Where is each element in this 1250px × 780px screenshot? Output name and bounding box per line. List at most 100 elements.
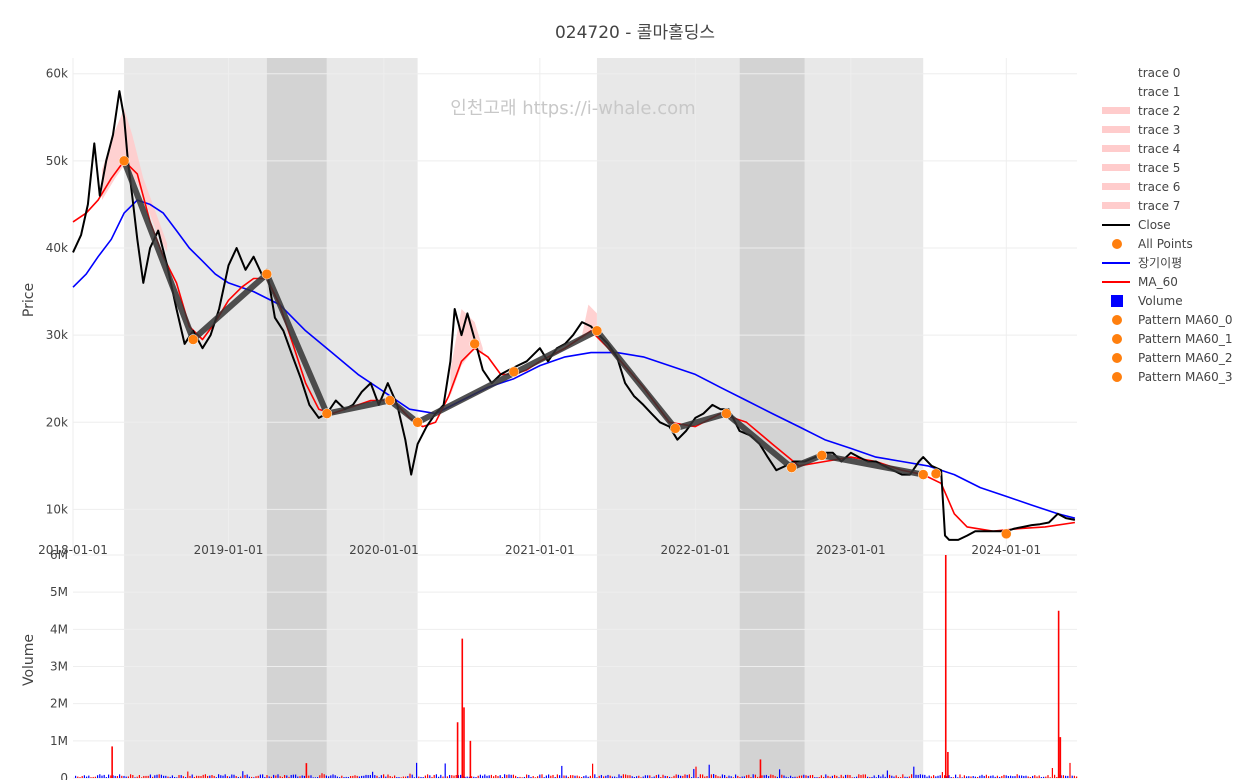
volume-bar — [420, 776, 422, 778]
pattern-point — [469, 338, 480, 350]
volume-bar — [328, 776, 330, 778]
volume-bar — [196, 775, 198, 778]
x-tick-label: 2021-01-01 — [505, 543, 575, 557]
volume-bar — [275, 775, 277, 778]
volume-bar — [224, 774, 226, 778]
volume-bar — [838, 777, 840, 778]
volume-bar — [908, 776, 910, 778]
volume-bar — [611, 776, 613, 778]
volume-bar — [629, 775, 631, 778]
volume-bar — [244, 775, 246, 778]
volume-bar — [1010, 775, 1012, 778]
price-tick-label: 20k — [46, 415, 68, 429]
volume-bar — [570, 775, 572, 778]
volume-bar — [658, 774, 660, 778]
volume-bar — [165, 775, 167, 778]
volume-bar — [792, 776, 794, 778]
volume-bar — [372, 771, 374, 778]
volume-bar — [116, 776, 118, 778]
volume-bar — [625, 774, 627, 778]
volume-bar — [493, 776, 495, 778]
volume-bar — [418, 776, 420, 778]
volume-bar — [127, 776, 129, 778]
volume-bar — [440, 774, 442, 778]
volume-bar — [548, 774, 550, 778]
x-tick-label: 2018-01-01 — [38, 543, 108, 557]
volume-bar — [497, 776, 499, 778]
legend-item: All Points — [1112, 237, 1193, 251]
volume-bar — [463, 707, 465, 778]
volume-bar — [246, 774, 248, 778]
volume-bar — [820, 775, 822, 778]
volume-bar — [946, 776, 948, 778]
volume-bar — [1034, 775, 1036, 778]
volume-bar — [160, 774, 162, 778]
volume-bar — [783, 775, 785, 778]
volume-bar — [757, 776, 759, 778]
volume-bar — [875, 777, 877, 778]
volume-bar — [1005, 775, 1007, 778]
volume-bar — [424, 775, 426, 778]
legend-label: MA_60 — [1138, 275, 1178, 289]
volume-bar — [111, 746, 113, 778]
volume-bar — [286, 775, 288, 778]
volume-bar — [88, 775, 90, 778]
volume-bar — [882, 774, 884, 778]
volume-bar — [790, 775, 792, 778]
volume-bar — [86, 776, 88, 778]
legend-label: Pattern MA60_1 — [1138, 332, 1232, 346]
volume-bar — [836, 775, 838, 778]
legend-swatch-band — [1102, 164, 1130, 171]
volume-bar — [1060, 775, 1062, 778]
volume-bar — [717, 776, 719, 778]
volume-bar — [944, 775, 946, 778]
volume-bar — [856, 776, 858, 778]
volume-bar — [913, 766, 915, 778]
x-tick-label: 2023-01-01 — [816, 543, 886, 557]
volume-bar — [746, 775, 748, 778]
shaded-region-2 — [326, 58, 418, 778]
volume-bar — [347, 776, 349, 778]
volume-bar — [957, 777, 959, 778]
volume-bar — [776, 776, 778, 778]
volume-bar — [343, 777, 345, 778]
volume-bar — [471, 776, 473, 778]
volume-bar — [149, 774, 151, 778]
volume-bar — [114, 775, 116, 778]
volume-bar — [422, 777, 424, 778]
volume-bar — [336, 776, 338, 778]
volume-bar — [774, 776, 776, 778]
shaded-region-0 — [124, 58, 267, 778]
volume-bar — [169, 776, 171, 778]
volume-bar — [323, 774, 325, 778]
volume-bar — [730, 776, 732, 778]
volume-bar — [255, 776, 257, 778]
volume-bar — [816, 777, 818, 778]
legend-item: trace 5 — [1102, 161, 1180, 175]
volume-bar — [719, 776, 721, 778]
price-tick-label: 30k — [46, 328, 68, 342]
volume-bar — [292, 774, 294, 778]
volume-bar — [213, 775, 215, 778]
shaded-region-4 — [739, 58, 805, 778]
volume-bar — [565, 775, 567, 778]
volume-bar — [235, 776, 237, 778]
volume-bar — [702, 774, 704, 778]
volume-bar — [680, 775, 682, 778]
legend-item: Close — [1102, 218, 1171, 232]
volume-bar — [1003, 774, 1005, 778]
volume-bar — [305, 763, 308, 778]
volume-bar — [823, 776, 825, 778]
volume-bar — [631, 776, 633, 778]
volume-bar — [970, 776, 972, 778]
legend-label: trace 7 — [1138, 199, 1180, 213]
volume-bar — [924, 774, 926, 778]
volume-bar — [1027, 776, 1029, 778]
volume-bar — [108, 774, 110, 778]
volume-bar — [845, 774, 847, 778]
volume-bar — [662, 774, 664, 778]
volume-bar — [277, 774, 279, 778]
volume-bar — [101, 775, 103, 778]
volume-bar — [266, 775, 268, 778]
volume-bar — [521, 777, 523, 778]
